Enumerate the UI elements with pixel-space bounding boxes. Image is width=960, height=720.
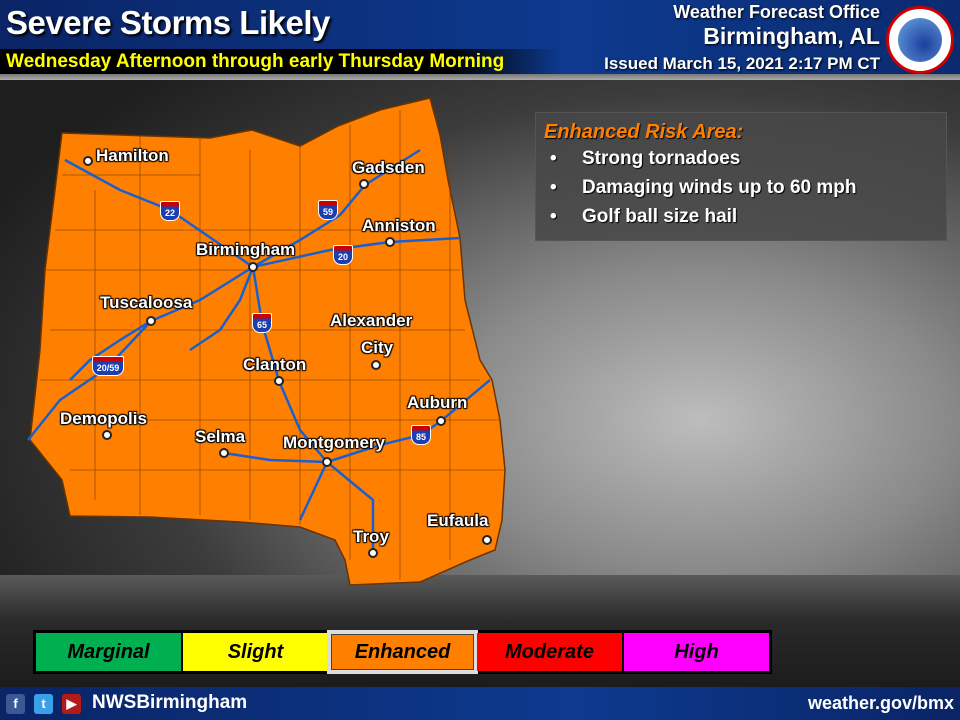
city-label-city: City bbox=[361, 338, 394, 357]
city-label-auburn: Auburn bbox=[407, 393, 468, 412]
city-dot-clanton bbox=[274, 376, 284, 386]
city-dot-hamilton bbox=[83, 156, 93, 166]
office-info: Weather Forecast Office Birmingham, AL I… bbox=[604, 2, 880, 74]
issued-time: Issued March 15, 2021 2:17 PM CT bbox=[604, 54, 880, 73]
interstate-20-59-shield: 20/59 bbox=[92, 356, 124, 376]
website-link[interactable]: weather.gov/bmx bbox=[807, 693, 954, 713]
header: Severe Storms Likely Wednesday Afternoon… bbox=[0, 0, 960, 80]
legend-enhanced: Enhanced bbox=[327, 630, 478, 674]
nws-logo-icon bbox=[898, 18, 942, 62]
office-line1: Weather Forecast Office bbox=[673, 2, 880, 22]
city-label-tuscaloosa: Tuscaloosa bbox=[100, 293, 193, 312]
city-dot-auburn bbox=[436, 416, 446, 426]
city-dot-selma bbox=[219, 448, 229, 458]
twitter-icon[interactable]: t bbox=[34, 694, 53, 714]
interstate-22-shield: 22 bbox=[160, 201, 180, 221]
risk-legend: Marginal Slight Enhanced Moderate High bbox=[33, 630, 772, 674]
city-label-anniston: Anniston bbox=[362, 216, 436, 235]
legend-marginal: Marginal bbox=[36, 633, 181, 671]
interstate-roads bbox=[27, 148, 491, 553]
social-handle[interactable]: NWSBirmingham bbox=[92, 692, 248, 713]
interstate-85-shield: 85 bbox=[411, 425, 431, 445]
city-dot-tuscaloosa bbox=[146, 316, 156, 326]
city-dot-troy bbox=[368, 548, 378, 558]
city-label-montgomery: Montgomery bbox=[283, 433, 385, 452]
interstate-20-shield: 20 bbox=[333, 245, 353, 265]
interstate-59-shield: 59 bbox=[318, 200, 338, 220]
city-dot-anniston bbox=[385, 237, 395, 247]
city-label-clanton: Clanton bbox=[243, 355, 307, 374]
risk-item: • Golf ball size hail bbox=[550, 206, 738, 227]
legend-slight: Slight bbox=[183, 633, 328, 671]
city-dot-eufaula bbox=[482, 535, 492, 545]
interstate-65-shield: 65 bbox=[252, 313, 272, 333]
legend-moderate: Moderate bbox=[477, 633, 622, 671]
risk-item: • Damaging winds up to 60 mph bbox=[550, 177, 857, 198]
city-label-birmingham: Birmingham bbox=[196, 240, 296, 259]
city-dot-demopolis bbox=[102, 430, 112, 440]
city-label-demopolis: Demopolis bbox=[60, 409, 147, 428]
header-divider bbox=[0, 74, 960, 80]
city-label-hamilton: Hamilton bbox=[96, 146, 169, 165]
footer: f t ▶ NWSBirmingham weather.gov/bmx bbox=[0, 687, 960, 720]
page-title: Severe Storms Likely bbox=[6, 4, 330, 41]
city-dot-gadsden bbox=[359, 179, 369, 189]
city-label-alexander: Alexander bbox=[330, 311, 413, 330]
nws-logo bbox=[886, 6, 954, 74]
city-dot-montgomery bbox=[322, 457, 332, 467]
risk-item: • Strong tornadoes bbox=[550, 148, 741, 169]
risk-info-heading: Enhanced Risk Area: bbox=[544, 121, 744, 143]
city-label-gadsden: Gadsden bbox=[352, 158, 425, 177]
facebook-icon[interactable]: f bbox=[6, 694, 25, 714]
time-period: Wednesday Afternoon through early Thursd… bbox=[0, 49, 560, 75]
city-dot-birmingham bbox=[248, 262, 258, 272]
city-dot-alexander-city bbox=[371, 360, 381, 370]
office-line2: Birmingham, AL bbox=[703, 23, 880, 49]
city-label-selma: Selma bbox=[195, 427, 246, 446]
city-label-eufaula: Eufaula bbox=[427, 511, 489, 530]
city-label-troy: Troy bbox=[353, 527, 389, 546]
youtube-icon[interactable]: ▶ bbox=[62, 694, 81, 714]
risk-info-box: Enhanced Risk Area: • Strong tornadoes • D… bbox=[535, 112, 947, 241]
legend-high: High bbox=[624, 633, 769, 671]
